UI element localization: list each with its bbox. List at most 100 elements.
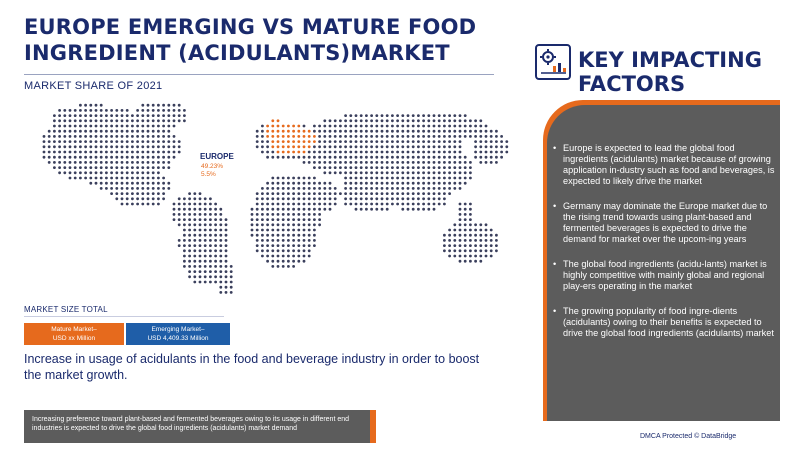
map-dot bbox=[359, 197, 363, 201]
map-dot bbox=[380, 150, 384, 154]
map-dot bbox=[375, 171, 379, 175]
map-dot bbox=[94, 181, 98, 185]
map-dot bbox=[131, 171, 134, 175]
map-dot bbox=[443, 187, 446, 190]
map-dot bbox=[339, 155, 342, 159]
map-dot bbox=[255, 244, 259, 248]
map-dot bbox=[271, 150, 275, 154]
map-dot bbox=[177, 114, 181, 117]
map-dot bbox=[99, 135, 103, 138]
map-dot bbox=[120, 129, 124, 133]
map-dot bbox=[458, 228, 462, 232]
map-dot bbox=[391, 155, 394, 159]
list-item-text: The growing popularity of food ingre-die… bbox=[563, 306, 774, 338]
map-dot bbox=[380, 140, 384, 143]
map-dot bbox=[68, 171, 72, 175]
map-dot bbox=[250, 228, 254, 232]
emerging-market-value: USD 4,409.33 Million bbox=[147, 335, 209, 342]
map-dot bbox=[313, 192, 316, 195]
map-dot bbox=[359, 192, 363, 195]
map-dot bbox=[443, 150, 446, 154]
map-dot bbox=[354, 155, 358, 159]
map-dot bbox=[110, 145, 113, 149]
map-dot bbox=[167, 187, 171, 190]
map-dot bbox=[214, 239, 218, 242]
mature-market-value: USD xx Million bbox=[52, 335, 96, 342]
map-dot bbox=[458, 129, 462, 133]
map-dot bbox=[219, 228, 223, 232]
map-dot bbox=[297, 176, 301, 180]
map-dot bbox=[370, 114, 373, 117]
map-dot bbox=[406, 119, 410, 123]
map-dot bbox=[474, 150, 477, 154]
map-dot bbox=[411, 187, 415, 190]
map-dot bbox=[151, 119, 155, 123]
map-dot bbox=[219, 239, 223, 242]
map-dot bbox=[313, 150, 316, 154]
map-dot bbox=[422, 114, 425, 117]
map-dot bbox=[365, 140, 368, 143]
map-dot bbox=[203, 223, 207, 227]
map-dot bbox=[401, 202, 405, 206]
map-dot bbox=[89, 119, 93, 123]
map-dot bbox=[380, 161, 384, 164]
map-dot bbox=[203, 280, 207, 284]
map-dot bbox=[58, 161, 61, 164]
map-dot bbox=[359, 155, 363, 159]
map-dot bbox=[281, 187, 285, 190]
map-dot bbox=[380, 171, 384, 175]
map-dot bbox=[255, 202, 259, 206]
europe-map-dot bbox=[271, 124, 275, 128]
europe-map-dot bbox=[276, 150, 280, 154]
map-dot bbox=[292, 202, 295, 206]
map-dot bbox=[500, 145, 503, 149]
map-dot bbox=[359, 161, 363, 164]
subtitle: MARKET SHARE OF 2021 bbox=[24, 80, 163, 92]
map-dot bbox=[380, 129, 384, 133]
map-dot bbox=[396, 124, 399, 128]
key-factors-list: • Europe is expected to lead the global f… bbox=[553, 143, 775, 353]
map-dot bbox=[385, 129, 389, 133]
map-dot bbox=[261, 197, 264, 201]
map-dot bbox=[297, 202, 301, 206]
map-dot bbox=[68, 140, 72, 143]
europe-map-dot bbox=[292, 145, 295, 149]
bullet-icon: • bbox=[553, 143, 557, 153]
map-dot bbox=[281, 239, 285, 242]
map-dot bbox=[162, 140, 166, 143]
europe-map-dot bbox=[271, 140, 275, 143]
map-dot bbox=[84, 176, 87, 180]
map-dot bbox=[354, 114, 358, 117]
map-dot bbox=[271, 259, 275, 263]
map-dot bbox=[417, 207, 420, 211]
map-dot bbox=[255, 135, 259, 138]
map-dot bbox=[302, 207, 306, 211]
map-dot bbox=[287, 233, 290, 237]
map-dot bbox=[115, 114, 119, 117]
map-dot bbox=[63, 150, 67, 154]
map-dot bbox=[141, 124, 145, 128]
map-dot bbox=[448, 187, 451, 190]
map-dot bbox=[141, 166, 145, 169]
map-dot bbox=[432, 155, 436, 159]
map-dot bbox=[266, 233, 269, 237]
map-dot bbox=[479, 155, 483, 159]
map-dot bbox=[214, 207, 218, 211]
map-dot bbox=[375, 119, 379, 123]
map-dot bbox=[370, 187, 373, 190]
map-dot bbox=[458, 207, 462, 211]
map-dot bbox=[432, 129, 436, 133]
europe-map-dot bbox=[302, 140, 306, 143]
map-dot bbox=[349, 171, 353, 175]
map-dot bbox=[375, 145, 379, 149]
map-dot bbox=[391, 202, 394, 206]
europe-map-dot bbox=[266, 124, 269, 128]
map-dot bbox=[209, 207, 212, 211]
map-dot bbox=[73, 109, 77, 112]
map-dot bbox=[359, 202, 363, 206]
map-dot bbox=[469, 228, 472, 232]
map-dot bbox=[209, 233, 212, 237]
map-dot bbox=[209, 275, 212, 279]
map-dot bbox=[125, 129, 129, 133]
map-dot bbox=[105, 187, 108, 190]
